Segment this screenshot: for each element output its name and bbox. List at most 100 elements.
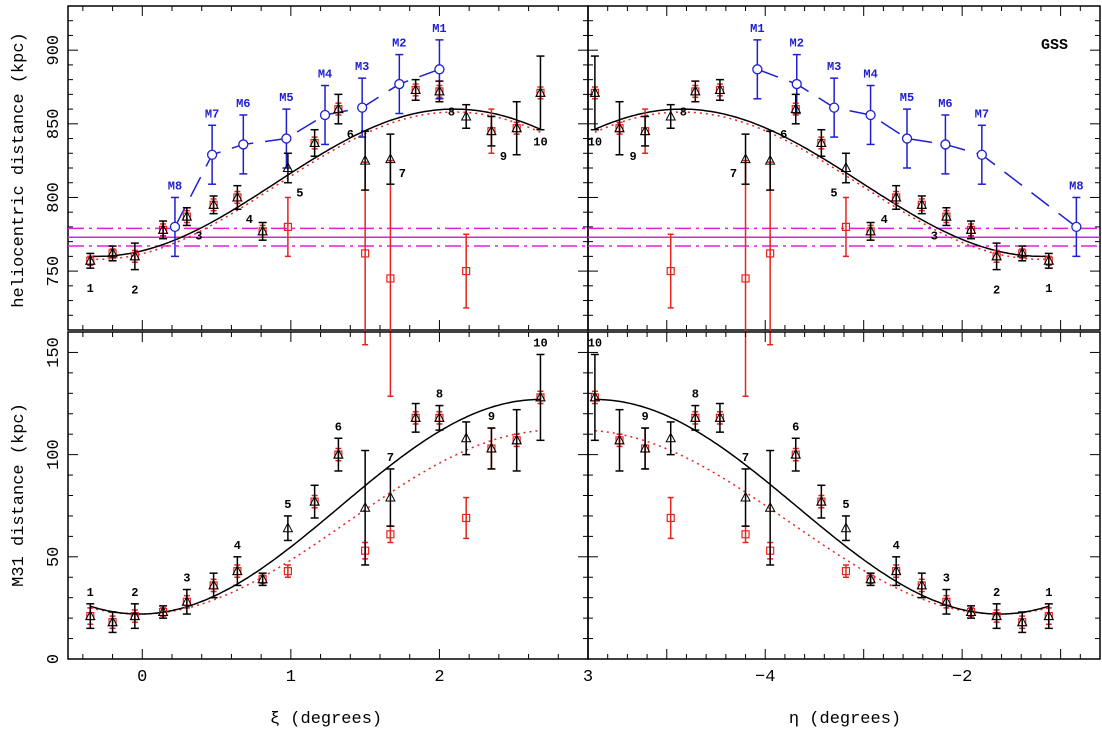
black-point <box>107 247 118 258</box>
y-tick-label: 100 <box>45 439 64 470</box>
blue-point <box>238 139 249 150</box>
y-tick-label: 900 <box>45 35 64 66</box>
panel-frame <box>67 5 589 331</box>
x-tick-label: 1 <box>286 668 296 687</box>
black-point-label: 3 <box>183 572 190 586</box>
black-point <box>309 495 320 506</box>
black-point-label: 7 <box>399 167 406 181</box>
black-point-label: 3 <box>943 572 950 586</box>
black-point <box>740 491 751 502</box>
black-point <box>385 153 396 164</box>
blue-point-label: M3 <box>827 60 841 74</box>
black-point-label: 5 <box>296 187 303 201</box>
red-point <box>766 249 775 258</box>
black-point-label: 9 <box>500 150 507 164</box>
black-point <box>208 198 219 209</box>
black-point <box>614 434 625 445</box>
panel-bottom-right: −4 −2 10 9 8 7 6 5 4 3 2 1 <box>587 331 1101 687</box>
black-point <box>181 210 193 221</box>
black-point <box>965 605 977 616</box>
black-point <box>157 605 169 616</box>
black-point-label: 5 <box>842 498 849 512</box>
black-point-label: 10 <box>533 336 547 350</box>
black-point <box>790 103 802 114</box>
model-curve-solid <box>90 398 541 615</box>
black-point-label: 9 <box>642 410 649 424</box>
blue-point <box>791 78 802 90</box>
black-point <box>1016 616 1028 627</box>
black-point-label: 8 <box>692 388 699 402</box>
red-point <box>841 222 851 232</box>
black-point-label: 2 <box>993 586 1000 600</box>
black-point <box>790 448 802 459</box>
black-point <box>410 411 421 422</box>
red-point <box>666 513 675 523</box>
black-point-label: 3 <box>931 229 938 243</box>
black-point <box>460 432 472 443</box>
black-point <box>309 136 320 147</box>
black-point-label: 1 <box>87 586 94 600</box>
blue-point <box>281 133 292 144</box>
blue-point-label: M2 <box>790 37 804 51</box>
black-point-label: 2 <box>131 586 138 600</box>
black-point-label: 4 <box>234 539 241 553</box>
black-point <box>282 522 294 533</box>
black-point-label: 1 <box>87 282 94 296</box>
blue-point-label: M4 <box>863 68 877 82</box>
red-point <box>666 266 675 276</box>
black-point <box>257 573 268 584</box>
black-point <box>840 161 852 172</box>
blue-point <box>901 133 913 144</box>
blue-point-label: M1 <box>750 22 764 36</box>
black-point-label: 1 <box>1045 282 1052 296</box>
x-tick-label: −4 <box>755 668 775 687</box>
black-point <box>865 225 876 236</box>
black-point <box>965 223 977 234</box>
blue-point-label: M1 <box>432 22 446 36</box>
black-point-label: 7 <box>742 451 749 465</box>
black-point <box>486 442 497 453</box>
black-point-label: 10 <box>588 136 602 150</box>
black-point-label: 8 <box>680 106 687 120</box>
blue-point <box>752 64 763 75</box>
black-point <box>208 579 219 590</box>
black-point <box>1043 254 1055 265</box>
blue-point <box>319 109 331 121</box>
black-point <box>689 85 701 96</box>
model-curve-dotted <box>594 429 1049 615</box>
red-point <box>386 530 395 539</box>
blue-point-label: M7 <box>205 107 219 121</box>
y-tick-label: 150 <box>45 337 64 368</box>
blue-point <box>865 109 876 121</box>
black-point <box>840 522 852 533</box>
black-point <box>941 210 952 221</box>
black-point <box>665 110 677 121</box>
black-point <box>257 225 268 236</box>
blue-point-label: M6 <box>236 97 250 111</box>
black-point <box>511 122 523 133</box>
red-point <box>386 274 395 283</box>
black-point <box>232 565 243 576</box>
red-point <box>361 249 370 258</box>
blue-point-label: M3 <box>355 60 369 74</box>
blue-point <box>357 102 368 113</box>
black-point-label: 4 <box>881 213 888 227</box>
blue-point <box>1071 221 1082 233</box>
black-point <box>639 125 651 136</box>
black-point <box>333 448 344 459</box>
black-point-label: 6 <box>780 128 787 142</box>
black-point-label: 4 <box>893 539 900 553</box>
black-point <box>84 254 96 265</box>
black-point <box>890 565 902 576</box>
blue-point-label: M6 <box>938 97 952 111</box>
black-point <box>157 223 169 234</box>
panel-frame <box>587 5 1101 331</box>
y-tick-label: 750 <box>45 256 64 287</box>
black-point <box>816 136 827 147</box>
black-point <box>865 573 876 584</box>
black-point-label: 7 <box>387 451 394 465</box>
red-point <box>462 513 471 523</box>
black-point <box>714 83 726 94</box>
blue-dashed-line <box>757 68 1077 228</box>
